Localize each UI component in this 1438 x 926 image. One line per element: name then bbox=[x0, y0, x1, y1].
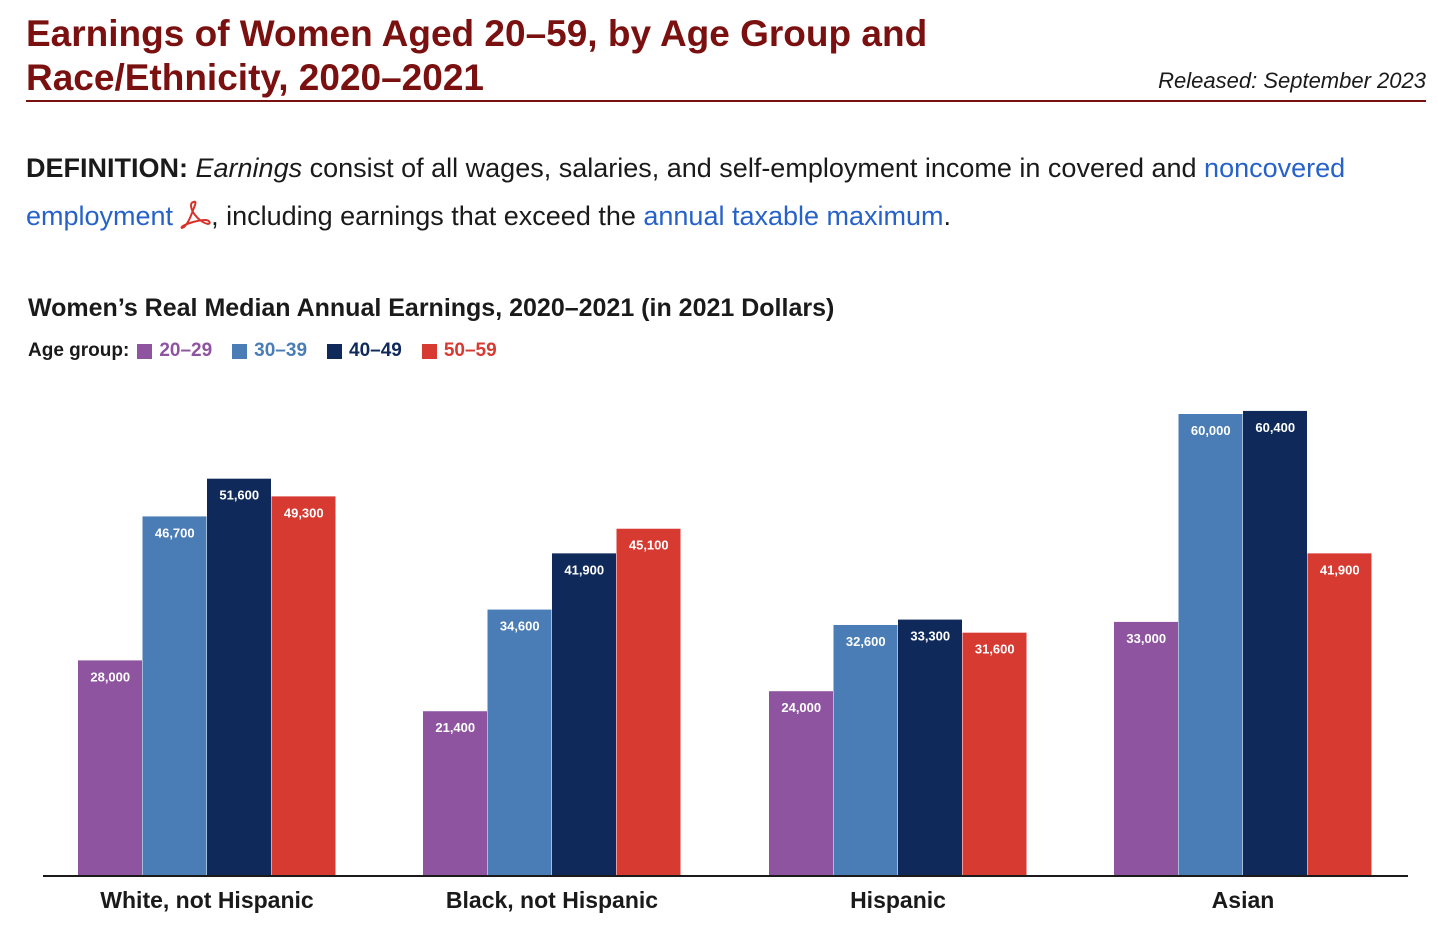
legend-label-50-59: 50–59 bbox=[443, 340, 497, 361]
pdf-icon[interactable] bbox=[179, 196, 211, 244]
bar bbox=[1114, 621, 1178, 876]
x-tick-label: White, not Hispanic bbox=[100, 887, 314, 913]
bar-value-label: 21,400 bbox=[435, 720, 475, 735]
definition-text-3: . bbox=[943, 201, 952, 231]
legend-swatch bbox=[232, 343, 248, 359]
bar-value-label: 51,600 bbox=[219, 488, 259, 503]
legend-item-50-59: 50–59 bbox=[421, 340, 497, 362]
bar-value-label: 28,000 bbox=[90, 669, 130, 684]
bar-value-label: 33,300 bbox=[910, 629, 950, 644]
legend-label-40-49: 40–49 bbox=[349, 340, 402, 361]
bar bbox=[142, 516, 207, 876]
bar bbox=[1178, 414, 1243, 876]
bar-chart: 28,000 46,700 51,600 49,300 White, not Hispa… bbox=[43, 410, 1408, 913]
legend-item-20-29: 20–29 bbox=[137, 340, 212, 362]
bar bbox=[552, 553, 616, 876]
bar-value-label: 32,600 bbox=[846, 634, 886, 649]
x-tick-label: Hispanic bbox=[850, 887, 946, 913]
definition-text-1: consist of all wages, salaries, and self… bbox=[302, 153, 1205, 183]
annual-taxable-maximum-link[interactable]: annual taxable maximum bbox=[643, 201, 944, 231]
bar-value-label: 34,600 bbox=[500, 619, 540, 634]
definition-term: Earnings bbox=[195, 153, 303, 183]
x-tick-label: Black, not Hispanic bbox=[446, 887, 658, 913]
legend-swatch bbox=[327, 343, 343, 359]
bar-value-label: 33,000 bbox=[1126, 631, 1166, 646]
release-date: Released: September 2023 bbox=[1158, 68, 1426, 93]
bar-value-label: 41,900 bbox=[564, 562, 604, 577]
bar bbox=[962, 632, 1027, 876]
bar-value-label: 46,700 bbox=[155, 525, 195, 540]
bar bbox=[78, 660, 142, 876]
bar bbox=[487, 609, 552, 876]
x-tick-label: Asian bbox=[1212, 887, 1275, 913]
bar bbox=[769, 691, 833, 876]
bar bbox=[1307, 553, 1372, 876]
legend-swatch bbox=[421, 343, 437, 359]
legend-item-40-49: 40–49 bbox=[327, 340, 402, 362]
definition-paragraph: DEFINITION: Earnings consist of all wage… bbox=[26, 144, 1416, 244]
bar-value-label: 60,400 bbox=[1255, 420, 1295, 435]
bar bbox=[423, 711, 487, 876]
legend-title: Age group: bbox=[28, 340, 130, 361]
chart-legend: Age group: 20–29 30–39 40–49 50–59 bbox=[28, 338, 517, 364]
chart-title: Women’s Real Median Annual Earnings, 202… bbox=[28, 294, 835, 322]
definition-text-2: , including earnings that exceed the bbox=[211, 201, 644, 231]
bar-value-label: 60,000 bbox=[1191, 423, 1231, 438]
bar bbox=[616, 528, 681, 876]
bar-value-label: 41,900 bbox=[1320, 562, 1360, 577]
bar-value-label: 45,100 bbox=[629, 538, 669, 553]
bar bbox=[1243, 410, 1307, 876]
bar-value-label: 49,300 bbox=[284, 505, 324, 520]
definition-label: DEFINITION: bbox=[26, 153, 188, 183]
page-title: Earnings of Women Aged 20–59, by Age Gro… bbox=[26, 13, 928, 98]
bar bbox=[898, 619, 962, 876]
page-header: Earnings of Women Aged 20–59, by Age Gro… bbox=[26, 12, 1426, 102]
legend-swatch bbox=[137, 343, 153, 359]
pdf-icon-glyph bbox=[180, 200, 211, 229]
bar bbox=[207, 478, 271, 876]
legend-label-30-39: 30–39 bbox=[254, 340, 308, 361]
legend-label-20-29: 20–29 bbox=[159, 340, 213, 361]
bar-value-label: 31,600 bbox=[975, 642, 1015, 657]
legend-item-30-39: 30–39 bbox=[232, 340, 307, 362]
noncovered-employment-link[interactable]: noncovered employment bbox=[26, 153, 1346, 231]
bar-value-label: 24,000 bbox=[781, 700, 821, 715]
bar bbox=[271, 496, 336, 876]
bar bbox=[833, 624, 898, 876]
